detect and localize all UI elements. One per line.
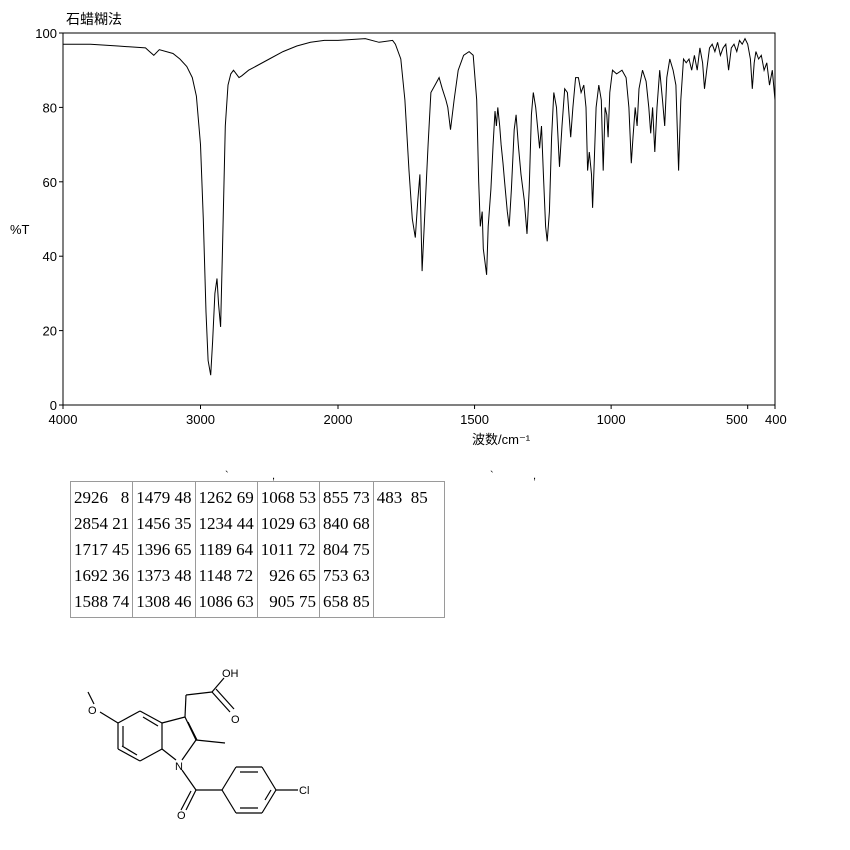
x-tick-label: 500 bbox=[726, 412, 748, 427]
decorative-tick-mark: , bbox=[533, 470, 537, 482]
peak-entry: 1396 65 bbox=[136, 540, 192, 559]
plot-frame bbox=[62, 32, 776, 406]
y-tick-label: 80 bbox=[43, 100, 57, 115]
y-tick-label: 60 bbox=[43, 175, 57, 190]
x-axis-label: 波数/cm⁻¹ bbox=[472, 432, 531, 447]
peak-table-row: 2926 8 2854 21 1717 45 1692 36 1588 74 1479 4… bbox=[69, 481, 445, 618]
peak-entry: 926 65 bbox=[260, 566, 316, 585]
chlorine-label: Cl bbox=[299, 785, 309, 797]
x-tick-label: 400 bbox=[765, 412, 787, 427]
peak-table-column: 855 73 840 68 804 75 753 63 658 85 bbox=[319, 481, 374, 618]
amide-oxygen-label: O bbox=[177, 810, 186, 822]
peak-entry: 905 75 bbox=[260, 592, 316, 611]
chart-title: 石蜡糊法 bbox=[66, 12, 122, 28]
decorative-tick-mark: , bbox=[272, 470, 276, 482]
peak-entry: 1068 53 bbox=[260, 488, 316, 507]
y-axis: 0 20 40 60 80 100 bbox=[35, 26, 63, 413]
peak-entry: 658 85 bbox=[323, 592, 370, 611]
peak-entry: 1262 69 bbox=[198, 488, 254, 507]
y-tick-label: 0 bbox=[50, 398, 57, 413]
peak-table-column: 1262 69 1234 44 1189 64 1148 72 1086 63 bbox=[194, 481, 258, 618]
peak-entry: 1029 63 bbox=[260, 514, 316, 533]
peak-table-column: 1479 48 1456 35 1396 65 1373 48 1308 46 bbox=[132, 481, 196, 618]
peak-entry: 1189 64 bbox=[198, 540, 254, 559]
peak-entry: 1588 74 bbox=[74, 592, 130, 611]
methoxy-oxygen-label: O bbox=[88, 705, 97, 717]
peak-entry: 1011 72 bbox=[260, 540, 316, 559]
ir-spectrum-chart: 石蜡糊法 0 20 40 60 80 100 4000 3000 2000 1500 1000 50… bbox=[10, 12, 787, 447]
indole-nitrogen-label: N bbox=[175, 761, 183, 773]
peak-table-column: 2926 8 2854 21 1717 45 1692 36 1588 74 bbox=[69, 481, 134, 618]
y-axis-label: %T bbox=[10, 222, 30, 237]
x-tick-label: 2000 bbox=[324, 412, 353, 427]
peak-table: 2926 8 2854 21 1717 45 1692 36 1588 74 1479 4… bbox=[69, 481, 445, 618]
x-tick-label: 3000 bbox=[186, 412, 215, 427]
transmittance-series-line bbox=[63, 37, 776, 376]
y-tick-label: 40 bbox=[43, 249, 57, 264]
peak-entry: 1717 45 bbox=[74, 540, 130, 559]
peak-entry: 1479 48 bbox=[136, 488, 192, 507]
decorative-tick-mark: ` bbox=[225, 470, 229, 482]
peak-table-column: 483 85 bbox=[372, 481, 445, 618]
peak-entry: 1456 35 bbox=[136, 514, 192, 533]
x-tick-label: 1000 bbox=[597, 412, 626, 427]
peak-entry: 840 68 bbox=[323, 514, 370, 533]
peak-entry: 1148 72 bbox=[198, 566, 254, 585]
peak-entry: 1086 63 bbox=[198, 592, 254, 611]
carbonyl-oxygen-label: O bbox=[231, 714, 240, 726]
peak-entry: 804 75 bbox=[323, 540, 370, 559]
peak-entry: 1234 44 bbox=[198, 514, 254, 533]
peak-entry: 1308 46 bbox=[136, 592, 192, 611]
peak-table-column: 1068 53 1029 63 1011 72 926 65 905 75 bbox=[256, 481, 321, 618]
y-tick-label: 20 bbox=[43, 324, 57, 339]
x-axis: 4000 3000 2000 1500 1000 500 400 bbox=[49, 405, 787, 427]
peak-entry: 2854 21 bbox=[74, 514, 130, 533]
peak-entry: 753 63 bbox=[323, 566, 370, 585]
peak-entry: 1692 36 bbox=[74, 566, 130, 585]
x-tick-label: 4000 bbox=[49, 412, 78, 427]
peak-entry: 2926 8 bbox=[74, 488, 130, 507]
peak-entry: 855 73 bbox=[323, 488, 370, 507]
indomethacin-structure-diagram: OH O O N O Cl bbox=[87, 668, 309, 822]
x-tick-label: 1500 bbox=[460, 412, 489, 427]
hydroxyl-label: OH bbox=[222, 668, 239, 680]
peak-entry: 483 85 bbox=[376, 488, 428, 507]
decorative-tick-mark: ` bbox=[490, 470, 494, 482]
y-tick-label: 100 bbox=[35, 26, 57, 41]
peak-entry: 1373 48 bbox=[136, 566, 192, 585]
